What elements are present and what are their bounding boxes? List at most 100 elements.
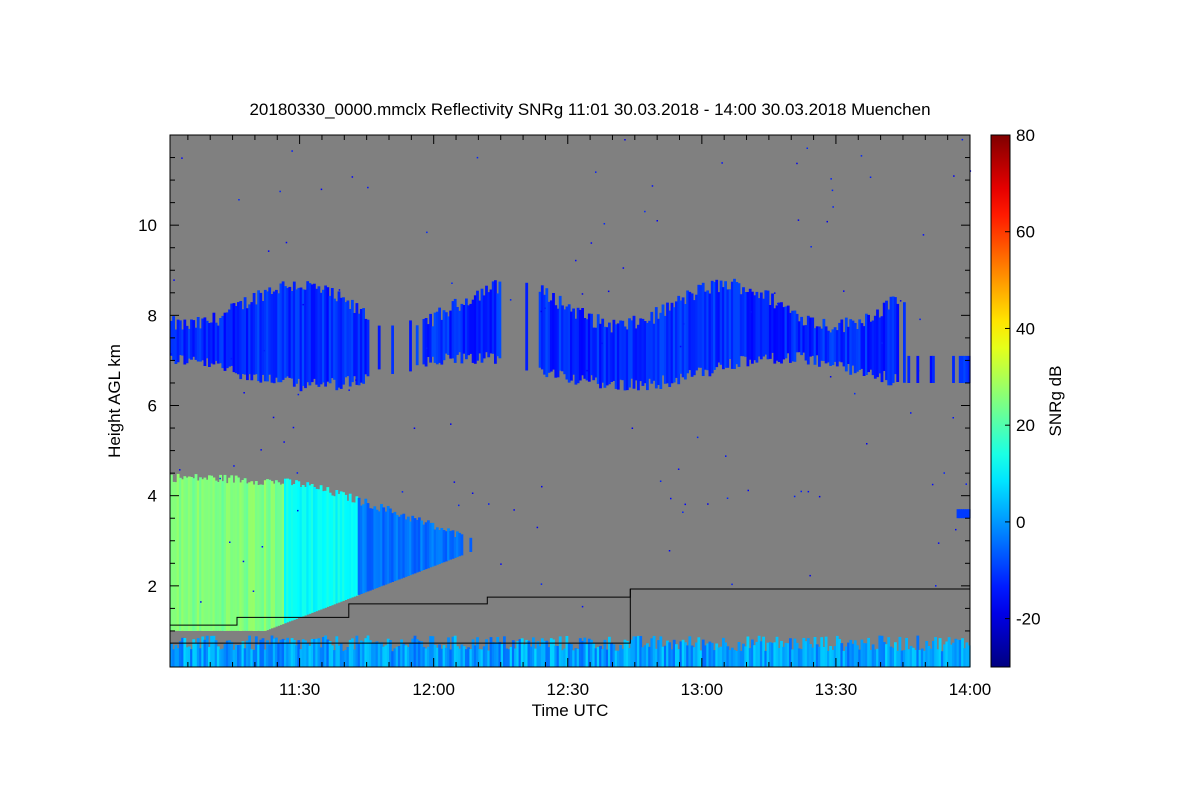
echo-column: [355, 635, 359, 667]
echo-column: [637, 635, 640, 667]
echo-column: [592, 327, 596, 381]
speckle-dot: [272, 416, 275, 419]
y-tick-label: 6: [148, 397, 157, 416]
echo-column: [176, 473, 180, 631]
colorbar-ticks: -20 0 20 40 60 80: [1005, 126, 1041, 629]
echo-column: [692, 300, 696, 376]
echo-column: [344, 649, 348, 667]
speckle-dot: [843, 290, 845, 292]
echo-column: [911, 647, 915, 667]
echo-column: [570, 311, 573, 381]
echo-column: [511, 640, 515, 667]
echo-column: [925, 641, 929, 667]
echo-column: [366, 319, 370, 377]
echo-column: [918, 649, 922, 667]
echo-column: [780, 640, 783, 667]
echo-column: [527, 640, 531, 667]
speckle-dot: [279, 190, 281, 193]
speckle-dot: [230, 357, 233, 360]
echo-column: [860, 323, 864, 369]
speckle-dot: [919, 318, 921, 321]
speckle-dot: [965, 483, 967, 485]
echo-column: [552, 293, 555, 370]
echo-column: [451, 530, 455, 559]
echo-column: [328, 492, 332, 606]
colorbar-tick-label: 60: [1016, 223, 1035, 242]
speckle-dot: [777, 302, 779, 305]
echo-column: [856, 329, 859, 372]
echo-column: [903, 650, 906, 667]
echo-column: [697, 284, 701, 368]
echo-column: [800, 316, 803, 356]
speckle-dot: [922, 234, 925, 236]
echo-column: [616, 650, 620, 667]
echo-column: [364, 498, 368, 593]
echo-column: [216, 325, 220, 364]
echo-column: [377, 511, 381, 588]
echo-column: [733, 650, 736, 667]
echo-column: [478, 300, 482, 354]
echo-column: [228, 477, 231, 631]
echo-column: [648, 646, 651, 667]
speckle-dot: [818, 495, 821, 498]
echo-low-cloud: [170, 473, 473, 631]
echo-column: [478, 649, 482, 667]
echo-column: [440, 528, 444, 564]
speckle-dot: [233, 465, 235, 467]
echo-column: [795, 313, 799, 353]
speckle-dot: [931, 483, 934, 486]
echo-column: [755, 291, 759, 363]
echo-column: [299, 287, 303, 392]
x-tick-label: 11:30: [279, 680, 320, 699]
echo-column: [444, 647, 448, 667]
echo-column: [330, 288, 334, 379]
echo-column: [822, 647, 826, 667]
echo-column: [514, 648, 517, 667]
echo-column: [465, 649, 468, 667]
echo-column: [241, 309, 245, 374]
echo-column: [632, 315, 636, 389]
echo-column: [357, 313, 361, 386]
speckle-dot: [260, 449, 262, 451]
echo-column: [326, 487, 330, 607]
echo-column: [185, 477, 189, 631]
speckle-dot: [829, 376, 832, 378]
echo-column: [176, 648, 180, 667]
echo-column: [232, 303, 236, 373]
echo-column: [192, 320, 196, 357]
echo-column: [610, 642, 613, 667]
echo-column: [632, 636, 636, 667]
speckle-dot: [581, 605, 584, 608]
echo-column: [324, 635, 327, 667]
echo-column: [789, 638, 792, 667]
echo-column: [284, 478, 287, 624]
echo-column: [561, 305, 564, 372]
echo-column: [194, 327, 198, 360]
speckle-dot: [670, 497, 672, 500]
echo-column: [246, 483, 249, 631]
echo-column: [766, 290, 770, 360]
echo-column: [567, 643, 571, 667]
speckle-dot: [810, 246, 812, 248]
echo-column: [932, 640, 935, 667]
y-tick-label: 4: [148, 487, 157, 506]
echo-column: [621, 320, 625, 381]
echo-column: [661, 646, 665, 667]
echo-column: [210, 322, 213, 364]
echo-column: [328, 641, 332, 667]
echo-column: [780, 302, 783, 364]
echo-column: [458, 648, 462, 667]
echo-column: [666, 302, 669, 384]
echo-column: [739, 650, 743, 667]
echo-column: [357, 644, 361, 667]
colorbar-label: SNRg dB: [1046, 366, 1065, 437]
echo-column: [500, 644, 504, 667]
speckle-dot: [453, 481, 456, 483]
echo-column: [806, 315, 810, 365]
echo-column: [880, 635, 884, 667]
echo-column: [547, 647, 551, 667]
echo-column: [230, 303, 234, 366]
echo-column: [449, 310, 453, 359]
echo-column: [612, 644, 616, 667]
echo-column: [322, 637, 325, 667]
